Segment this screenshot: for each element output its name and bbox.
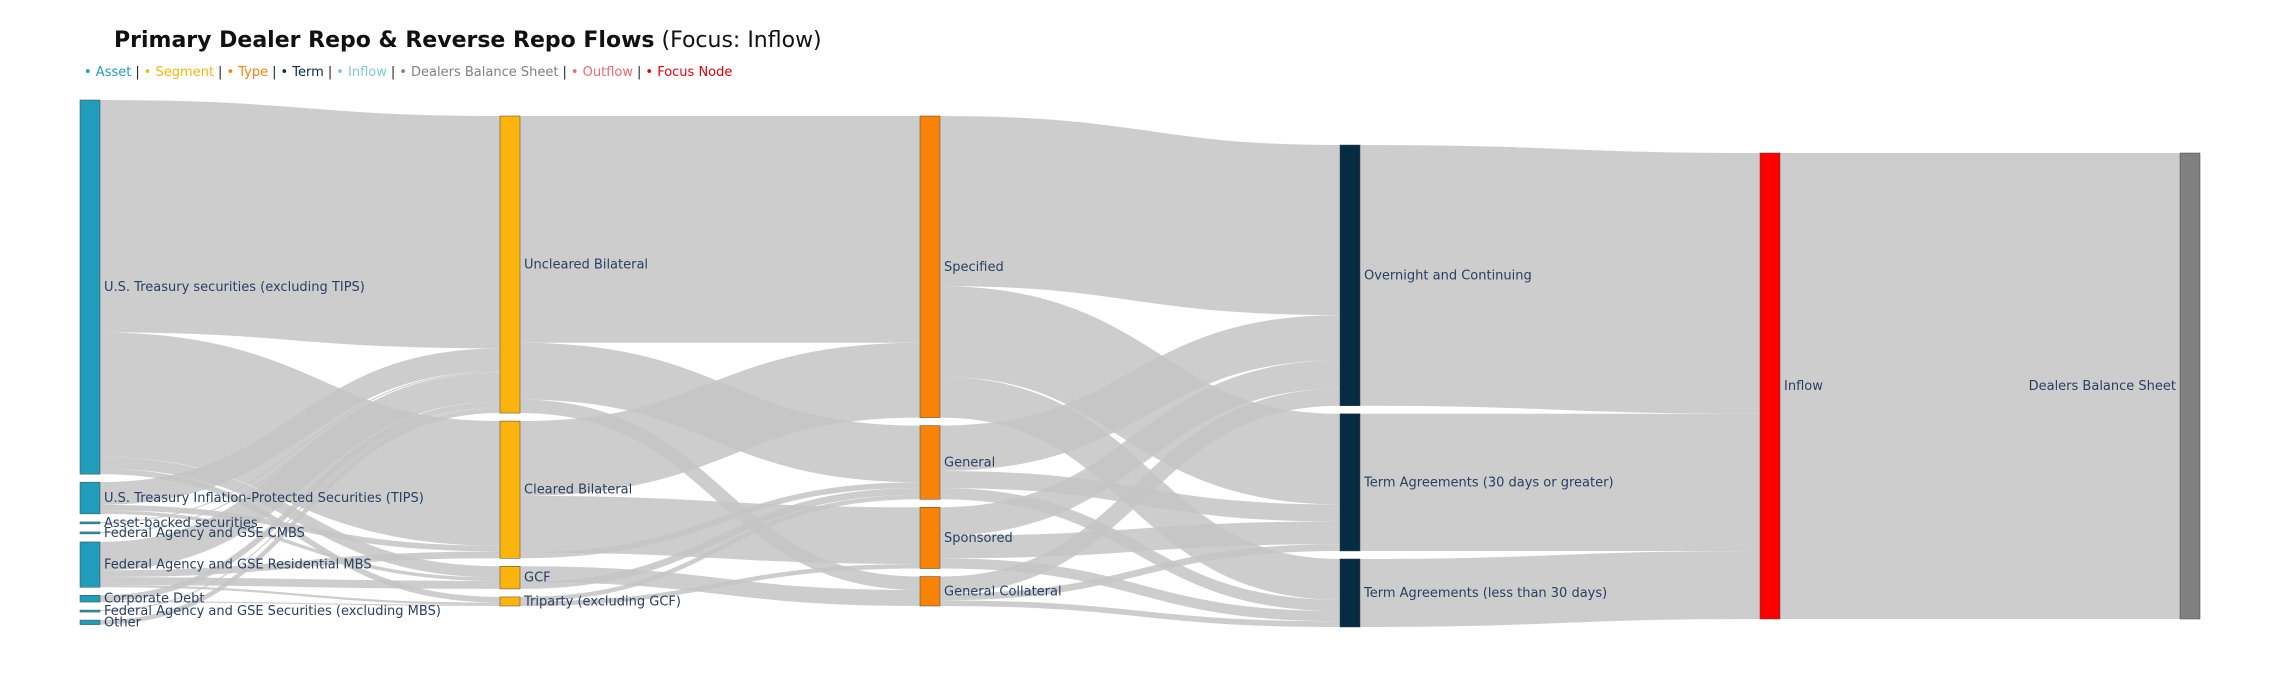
sankey-link[interactable] [99,100,501,349]
nodes-layer [79,99,2201,628]
legend: • Asset | • Segment | • Type | • Term | • Inflow… [84,65,732,80]
sankey-node-gen[interactable] [919,425,941,500]
sankey-link[interactable] [939,360,1341,536]
legend-separator: | [637,65,642,80]
sankey-link[interactable] [519,563,921,606]
sankey-node-other[interactable] [79,619,101,625]
sankey-node-gc[interactable] [919,576,941,607]
sankey-link[interactable] [939,521,1341,559]
sankey-node-label: General Collateral [944,584,1062,599]
sankey-node-unb[interactable] [499,115,521,414]
sankey-link[interactable] [99,577,501,589]
sankey-node-label: Federal Agency and GSE CMBS [104,526,305,541]
sankey-node-label: U.S. Treasury securities (excluding TIPS… [104,280,365,295]
links-layer [99,100,2180,627]
sankey-node-label: General [944,455,995,470]
sankey-link[interactable] [939,558,1341,622]
legend-separator: | [272,65,277,80]
sankey-link[interactable] [1359,550,1761,627]
sankey-link[interactable] [939,544,1341,601]
sankey-node-abs[interactable] [79,521,101,525]
sankey-link[interactable] [939,315,1341,471]
legend-separator: | [327,65,333,80]
sankey-link[interactable] [99,373,501,571]
sankey-node-label: GCF [524,571,551,586]
sankey-link[interactable] [939,115,1341,316]
sankey-link[interactable] [99,401,501,601]
sankey-node-label: Triparty (excluding GCF) [523,594,681,609]
sankey-link[interactable] [99,407,501,612]
sankey-node-clb[interactable] [499,420,521,559]
sankey-link[interactable] [519,482,921,559]
legend-item: • Inflow [336,65,387,80]
sankey-node-label: Overnight and Continuing [1364,268,1532,283]
labels-layer: U.S. Treasury securities (excluding TIPS… [104,258,2176,631]
sankey-link[interactable] [519,494,921,602]
sankey-node-ust[interactable] [79,99,101,475]
sankey-node-label: Federal Agency and GSE Securities (exclu… [104,604,441,619]
sankey-link[interactable] [939,600,1341,627]
sankey-link[interactable] [99,348,501,505]
sankey-node-agency[interactable] [79,609,101,613]
legend-separator: | [390,65,396,80]
sankey-node-label: Dealers Balance Sheet [2029,379,2176,394]
legend-separator: | [218,65,223,80]
sankey-node-t30[interactable] [1339,413,1361,552]
sankey-link[interactable] [519,399,921,591]
legend-item: • Segment [143,65,215,80]
sankey-link[interactable] [1359,144,1761,414]
sankey-node-tl30[interactable] [1339,558,1361,628]
legend-item: • Asset [84,65,132,80]
sankey-node-label: Inflow [1784,379,1823,394]
sankey-link[interactable] [99,504,501,552]
chart-title: Primary Dealer Repo & Reverse Repo Flows… [114,28,822,53]
chart-title-focus: (Focus: Inflow) [661,28,822,53]
sankey-node-dbs[interactable] [2179,152,2201,620]
sankey-node-label: Term Agreements (less than 30 days) [1363,586,1607,601]
chart-title-main: Primary Dealer Repo & Reverse Repo Flows [114,28,655,53]
sankey-link[interactable] [519,487,921,589]
sankey-link[interactable] [939,388,1341,594]
legend-item: • Dealers Balance Sheet [399,65,559,80]
sankey-node-inflow[interactable] [1759,152,1781,620]
sankey-node-label: Other [104,615,142,630]
legend-item: • Outflow [570,65,633,80]
sankey-link[interactable] [99,600,501,606]
sankey-node-spon[interactable] [919,507,941,569]
legend-separator: | [562,65,567,80]
sankey-node-gcf[interactable] [499,566,521,590]
sankey-link[interactable] [99,510,501,581]
sankey-link[interactable] [99,408,501,625]
sankey-node-cmbs[interactable] [79,531,101,535]
legend-item: • Term [280,65,324,80]
sankey-link[interactable] [99,372,501,534]
sankey-node-label: Uncleared Bilateral [524,258,648,273]
sankey-node-label: Term Agreements (30 days or greater) [1363,475,1614,490]
sankey-link[interactable] [519,342,921,496]
sankey-node-corp[interactable] [79,595,101,603]
sankey-node-tips[interactable] [79,481,101,515]
sankey-link[interactable] [99,551,501,578]
sankey-node-label: Asset-backed securities [104,516,258,531]
sankey-node-label: Specified [944,260,1004,275]
sankey-node-on[interactable] [1339,144,1361,407]
sankey-node-label: Cleared Bilateral [524,483,632,498]
legend-item: • Type [226,65,269,80]
sankey-node-tri[interactable] [499,596,521,607]
sankey-link[interactable] [519,495,921,564]
sankey-node-spec[interactable] [919,115,941,418]
sankey-node-label: Federal Agency and GSE Residential MBS [104,558,372,573]
sankey-link[interactable] [99,371,501,524]
sankey-node-label: U.S. Treasury Inflation-Protected Securi… [104,491,424,506]
sankey-node-mbs[interactable] [79,541,101,588]
legend-separator: | [135,65,140,80]
sankey-node-label: Sponsored [944,531,1013,546]
sankey-node-label: Corporate Debt [104,592,204,607]
legend-item: • Focus Node [645,65,733,80]
